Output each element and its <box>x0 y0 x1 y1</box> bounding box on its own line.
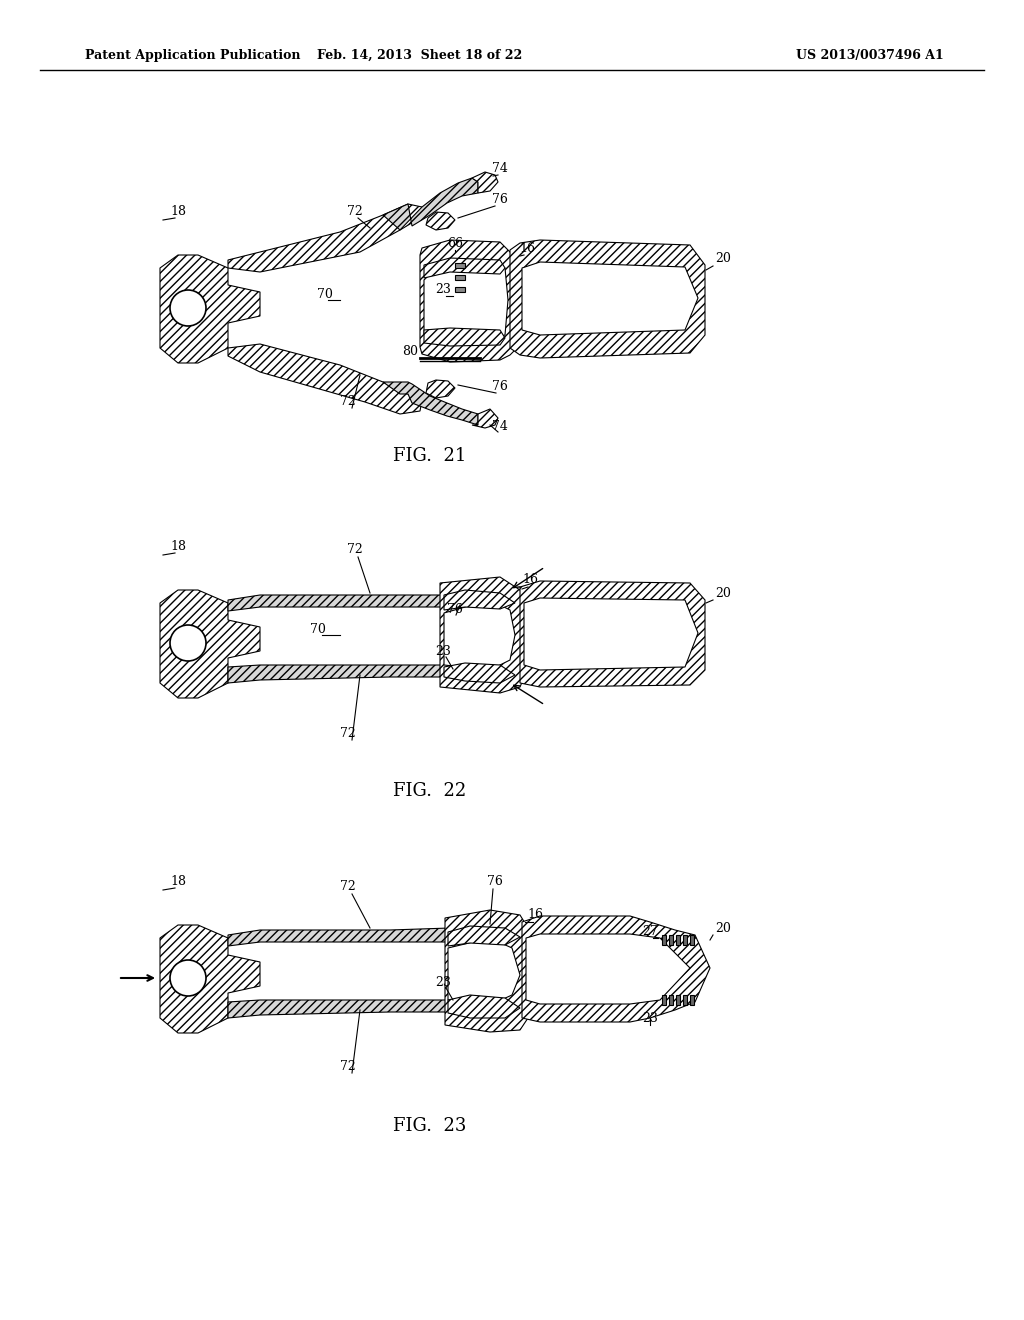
Polygon shape <box>449 995 520 1018</box>
Polygon shape <box>444 663 515 682</box>
Text: 20: 20 <box>715 587 731 601</box>
Text: 23: 23 <box>642 1012 658 1026</box>
Polygon shape <box>228 665 445 682</box>
Polygon shape <box>472 172 498 193</box>
Text: FIG.  23: FIG. 23 <box>393 1117 467 1135</box>
Polygon shape <box>424 260 508 343</box>
Text: 16: 16 <box>522 573 538 586</box>
Text: 76: 76 <box>493 380 508 393</box>
Text: US 2013/0037496 A1: US 2013/0037496 A1 <box>796 49 944 62</box>
Polygon shape <box>160 590 260 698</box>
Polygon shape <box>690 995 694 1005</box>
Text: Patent Application Publication: Patent Application Publication <box>85 49 300 62</box>
Polygon shape <box>522 261 698 335</box>
Polygon shape <box>426 380 455 399</box>
Polygon shape <box>449 939 520 1005</box>
Polygon shape <box>662 995 666 1005</box>
Polygon shape <box>424 327 505 346</box>
Polygon shape <box>524 598 698 671</box>
Polygon shape <box>440 577 525 693</box>
Text: 70: 70 <box>317 288 333 301</box>
Text: 23: 23 <box>435 645 451 657</box>
Text: 72: 72 <box>340 1060 356 1073</box>
Polygon shape <box>520 581 705 686</box>
Polygon shape <box>228 1001 450 1018</box>
Polygon shape <box>683 995 687 1005</box>
Polygon shape <box>445 909 530 1032</box>
Polygon shape <box>676 935 680 945</box>
Polygon shape <box>522 916 710 1022</box>
Polygon shape <box>228 928 450 946</box>
Text: FIG.  22: FIG. 22 <box>393 781 467 800</box>
Text: 72: 72 <box>340 395 356 408</box>
Polygon shape <box>383 178 478 230</box>
Polygon shape <box>420 240 520 362</box>
Polygon shape <box>455 263 465 268</box>
Circle shape <box>170 960 206 997</box>
Polygon shape <box>676 995 680 1005</box>
Polygon shape <box>383 381 478 425</box>
Polygon shape <box>228 595 445 611</box>
Polygon shape <box>444 590 515 610</box>
Text: 16: 16 <box>527 908 543 921</box>
Polygon shape <box>444 601 515 671</box>
Circle shape <box>170 290 206 326</box>
Polygon shape <box>683 935 687 945</box>
Polygon shape <box>510 240 705 358</box>
Text: 23: 23 <box>435 282 451 296</box>
Text: 20: 20 <box>715 921 731 935</box>
Polygon shape <box>424 257 505 279</box>
Polygon shape <box>228 345 422 414</box>
Polygon shape <box>160 255 260 363</box>
Text: 18: 18 <box>170 540 186 553</box>
Polygon shape <box>669 935 673 945</box>
Text: 20: 20 <box>715 252 731 265</box>
Text: 18: 18 <box>170 205 186 218</box>
Text: 76: 76 <box>487 875 503 888</box>
Polygon shape <box>690 935 694 945</box>
Text: 72: 72 <box>347 205 362 218</box>
Text: 16: 16 <box>519 242 535 255</box>
Circle shape <box>170 624 206 661</box>
Text: 76: 76 <box>493 193 508 206</box>
Polygon shape <box>669 995 673 1005</box>
Text: 74: 74 <box>493 162 508 176</box>
Polygon shape <box>455 275 465 280</box>
Polygon shape <box>662 935 666 945</box>
Text: 23: 23 <box>435 975 451 989</box>
Text: 72: 72 <box>347 543 362 556</box>
Text: 80: 80 <box>402 345 418 358</box>
Text: 66: 66 <box>447 238 463 249</box>
Polygon shape <box>426 213 455 230</box>
Text: 76: 76 <box>447 603 463 616</box>
Polygon shape <box>228 205 422 272</box>
Text: Feb. 14, 2013  Sheet 18 of 22: Feb. 14, 2013 Sheet 18 of 22 <box>317 49 522 62</box>
Polygon shape <box>160 925 260 1034</box>
Polygon shape <box>455 286 465 292</box>
Text: 72: 72 <box>340 880 356 894</box>
Text: 72: 72 <box>340 727 356 741</box>
Polygon shape <box>526 935 690 1005</box>
Text: 27: 27 <box>642 925 657 939</box>
Polygon shape <box>472 409 498 428</box>
Text: FIG.  21: FIG. 21 <box>393 447 467 465</box>
Text: 70: 70 <box>310 623 326 636</box>
Text: 74: 74 <box>493 420 508 433</box>
Text: 18: 18 <box>170 875 186 888</box>
Polygon shape <box>449 927 520 946</box>
